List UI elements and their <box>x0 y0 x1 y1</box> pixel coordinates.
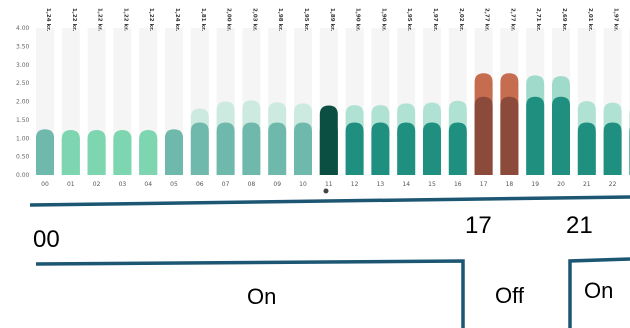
bar-value-label: 1,24 kr. <box>45 8 51 31</box>
y-tick-label: 0.00 <box>16 172 30 179</box>
bar-base[interactable] <box>36 129 54 175</box>
bar-base[interactable] <box>371 122 390 175</box>
bar-value-label: 1,98 kr. <box>277 8 283 31</box>
bar-base[interactable] <box>242 122 261 175</box>
y-tick-label: 3.00 <box>16 62 30 69</box>
bar-value-label: 1,97 kr. <box>613 8 619 31</box>
on-label-1: On <box>247 284 277 309</box>
x-tick-label: 04 <box>144 181 152 188</box>
bar-base[interactable] <box>397 122 416 175</box>
bar-base[interactable] <box>87 130 106 175</box>
off-label: Off <box>495 283 524 308</box>
x-tick-label: 15 <box>428 181 436 188</box>
bar-base[interactable] <box>319 122 338 175</box>
bar-value-label: 1,81 kr. <box>200 8 206 31</box>
divider-line <box>29 195 630 207</box>
bar-base[interactable] <box>345 122 364 175</box>
bar-base[interactable] <box>500 96 519 175</box>
x-tick-label: 05 <box>170 181 178 188</box>
bar-base[interactable] <box>603 122 622 175</box>
bar-value-label: 2,00 kr. <box>226 8 232 31</box>
x-tick-label: 13 <box>377 181 385 188</box>
bar-value-label: 2,77 kr. <box>509 8 515 31</box>
x-tick-label: 10 <box>299 181 307 188</box>
x-tick-label: 21 <box>583 181 591 188</box>
x-tick-label: 02 <box>93 181 101 188</box>
on-label-2: On <box>584 278 614 303</box>
y-tick-label: 4.00 <box>16 25 30 32</box>
off-start-hour-label: 17 <box>465 212 492 239</box>
x-tick-label: 19 <box>531 181 539 188</box>
bar-base[interactable] <box>165 129 183 175</box>
x-tick-label: 03 <box>119 181 127 188</box>
bar-value-label: 2,69 kr. <box>561 8 567 31</box>
bar-base[interactable] <box>552 96 570 175</box>
x-tick-label: 08 <box>248 181 256 188</box>
bar-base[interactable] <box>139 130 158 175</box>
bar-base[interactable] <box>474 96 493 175</box>
y-axis: 0.00 0.50 1.00 1.50 2.00 2.50 3.00 3.50 4.00 <box>16 25 30 179</box>
y-tick-label: 2.00 <box>16 99 30 106</box>
bar-value-label: 1,22 kr. <box>122 8 128 31</box>
bar-base[interactable] <box>423 122 441 175</box>
bar-value-label: 1,90 kr. <box>380 8 386 31</box>
y-tick-label: 3.50 <box>16 43 30 50</box>
bar-base[interactable] <box>448 122 467 175</box>
bar-base[interactable] <box>294 122 312 175</box>
bar-value-label: 1,22 kr. <box>71 8 77 31</box>
y-tick-label: 2.50 <box>16 80 30 87</box>
bar-value-label: 1,22 kr. <box>148 8 154 31</box>
x-axis: 00 01 02 03 04 05 06 07 08 09 10 11 12 13 14 15 16 17 18 19… <box>41 181 616 188</box>
y-tick-label: 1.00 <box>16 135 30 142</box>
bar-value-label: 1,97 kr. <box>432 8 438 31</box>
x-tick-label: 01 <box>67 181 75 188</box>
bar-base[interactable] <box>190 122 209 175</box>
bar-value-label: 2,71 kr. <box>535 8 541 31</box>
x-tick-label: 11 <box>325 181 333 188</box>
bar-value-label: 1,95 kr. <box>406 8 412 31</box>
y-tick-label: 1.50 <box>16 117 30 124</box>
x-tick-label: 00 <box>41 181 49 188</box>
x-tick-label: 14 <box>402 181 410 188</box>
x-tick-label: 12 <box>351 181 359 188</box>
x-tick-label: 18 <box>506 181 514 188</box>
x-tick-label: 09 <box>273 181 281 188</box>
bar-value-label: 1,89 kr. <box>329 8 335 31</box>
bar-value-label: 1,24 kr. <box>174 8 180 31</box>
y-tick-label: 0.50 <box>16 154 30 161</box>
bar-base[interactable] <box>577 122 596 175</box>
bar-value-label: 2,77 kr. <box>484 8 490 31</box>
bar-base[interactable] <box>61 130 80 175</box>
bar-value-label: 2,02 kr. <box>458 8 464 31</box>
bar-base[interactable] <box>526 96 545 175</box>
on-bracket-1 <box>35 259 465 328</box>
bar-value-label: 1,90 kr. <box>355 8 361 31</box>
x-tick-label: 07 <box>222 181 230 188</box>
x-tick-label: 16 <box>454 181 462 188</box>
annotation-lines <box>29 195 630 328</box>
bar-base[interactable] <box>216 122 235 175</box>
bar-value-label: 1,22 kr. <box>97 8 103 31</box>
x-tick-label: 06 <box>196 181 204 188</box>
start-hour-label: 00 <box>33 226 60 253</box>
x-tick-label: 22 <box>609 181 617 188</box>
x-tick-label: 17 <box>480 181 488 188</box>
bar-value-label: 2,01 kr. <box>587 8 593 31</box>
on-bracket-2 <box>568 257 630 328</box>
bar-base[interactable] <box>268 122 287 175</box>
bar-base[interactable] <box>113 130 132 175</box>
x-tick-label: 20 <box>557 181 565 188</box>
selected-dot <box>323 188 329 194</box>
on-again-hour-label: 21 <box>566 212 593 239</box>
bar-value-label: 2,03 kr. <box>251 8 257 31</box>
bars: 1,24 kr. 1,22 kr. 1,22 kr. 1,22 kr. 1,22 kr.… <box>36 8 630 175</box>
bar-value-label: 1,95 kr. <box>303 8 309 31</box>
